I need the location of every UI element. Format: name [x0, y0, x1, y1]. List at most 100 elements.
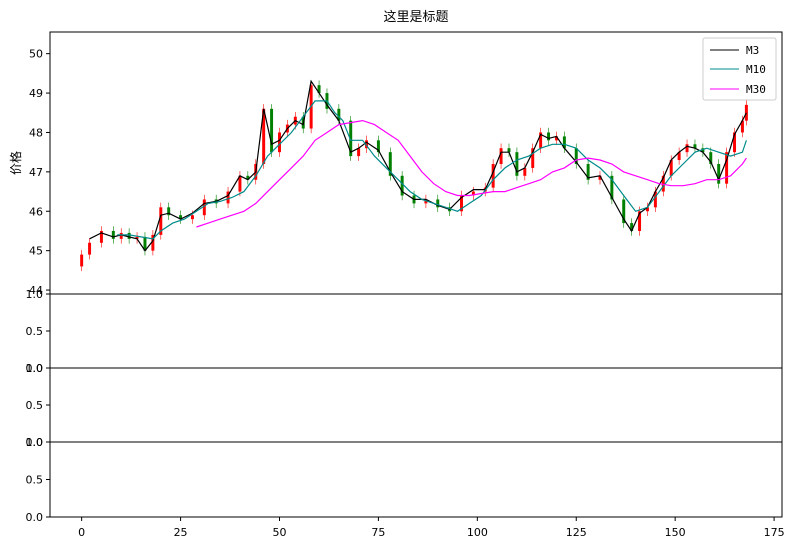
candle-body: [744, 104, 748, 121]
legend-box: [702, 37, 777, 101]
candle-body: [246, 175, 250, 180]
x-tick-label: 0: [78, 526, 85, 539]
candle-body: [376, 140, 380, 153]
candle-body: [365, 140, 369, 149]
candle-body: [562, 136, 566, 149]
candle-body: [554, 136, 558, 141]
candle-body: [135, 236, 139, 239]
series-line-m30: [196, 119, 747, 228]
subplot-y-tick-label: 1.0: [26, 362, 44, 375]
candle-body: [278, 132, 281, 153]
main-y-tick-label: 46: [29, 205, 43, 218]
candle-body: [491, 163, 495, 188]
candle-body: [167, 207, 171, 216]
candle-body: [111, 230, 115, 239]
candle-body: [357, 148, 361, 157]
subplot-y-tick-label: 1.0: [26, 288, 44, 301]
candle-body: [400, 175, 404, 196]
subplot-y-tick-label: 1.0: [26, 436, 44, 449]
candle-body: [547, 132, 551, 141]
x-tick-label: 125: [566, 526, 587, 539]
subplot-y-tick-label: 0.0: [26, 436, 44, 449]
candle-body: [471, 191, 475, 196]
legend-label-m3: M3: [746, 44, 759, 57]
chart-title: 这里是标题: [383, 9, 448, 25]
candle-body: [262, 108, 266, 164]
subplot-y-axes: 0.00.51.00.00.51.00.00.51.0: [26, 288, 50, 524]
candle-body: [99, 230, 103, 243]
main-y-tick-label: 50: [29, 48, 43, 61]
candle-body: [709, 152, 713, 164]
candle-body: [574, 148, 578, 164]
legend: M3 M10 M30: [702, 37, 777, 101]
candle-body: [531, 148, 535, 168]
candle-body: [733, 132, 737, 153]
subplot-3-frame: [49, 441, 783, 518]
x-tick-label: 100: [467, 526, 488, 539]
candle-body: [179, 215, 183, 220]
candle-body: [630, 223, 634, 231]
x-axis: 0 25 50 75 100 125 150 175: [78, 517, 785, 539]
candle-body: [725, 152, 729, 184]
subplot-y-tick-label: 0.0: [26, 362, 44, 375]
candle-body: [436, 199, 440, 208]
moving-average-lines: [89, 79, 747, 252]
candle-body: [159, 207, 163, 235]
y-axis-label: 价格: [8, 151, 23, 175]
x-tick-label: 175: [764, 526, 785, 539]
candle-body: [586, 163, 590, 180]
candle-body: [622, 199, 626, 224]
candle-body: [317, 85, 321, 94]
subplot-2-frame: [49, 367, 783, 443]
subplot-1-frame: [49, 293, 783, 369]
x-tick-label: 150: [665, 526, 686, 539]
candle-body: [202, 199, 206, 216]
legend-label-m30: M30: [746, 83, 766, 96]
candles-group: [80, 80, 748, 272]
subplot-y-tick-label: 0.0: [26, 511, 44, 524]
candle-body: [717, 163, 721, 184]
subplot-y-tick-label: 0.5: [26, 474, 44, 487]
main-y-axis: 44 45 46 47 48 49 50: [29, 48, 50, 297]
candle-body: [638, 211, 642, 231]
main-y-tick-label: 49: [29, 87, 43, 100]
main-y-tick-label: 48: [29, 126, 43, 139]
x-tick-label: 25: [174, 526, 188, 539]
candle-body: [507, 148, 511, 153]
candle-body: [499, 148, 503, 164]
candle-body: [80, 254, 84, 267]
candle-body: [685, 144, 689, 153]
candle-body: [669, 160, 673, 176]
candle-body: [515, 152, 519, 176]
candle-body: [610, 175, 614, 200]
candle-body: [523, 167, 527, 176]
candle-body: [143, 236, 147, 251]
candle-body: [337, 108, 341, 121]
x-tick-label: 50: [272, 526, 286, 539]
candle-body: [388, 152, 392, 176]
candle-body: [190, 215, 194, 220]
legend-label-m10: M10: [746, 63, 766, 76]
x-tick-label: 75: [371, 526, 385, 539]
candle-body: [693, 144, 697, 149]
candle-body: [740, 120, 744, 133]
candle-body: [701, 148, 705, 153]
candle-body: [238, 175, 242, 192]
candle-body: [539, 132, 543, 149]
subplot-y-tick-label: 0.5: [26, 399, 44, 412]
subplot-y-tick-label: 0.5: [26, 325, 44, 338]
main-y-tick-label: 44: [29, 284, 43, 297]
candle-body: [653, 191, 657, 208]
candle-body: [598, 175, 602, 180]
candle-body: [349, 120, 353, 157]
candle-body: [677, 152, 681, 161]
candle-body: [226, 191, 230, 204]
candle-body: [119, 232, 123, 239]
candle-body: [661, 175, 665, 192]
main-y-tick-label: 45: [29, 245, 43, 258]
candle-body: [460, 195, 463, 212]
series-line-m10: [117, 100, 747, 240]
candle-body: [151, 234, 155, 251]
candle-body: [645, 207, 649, 212]
